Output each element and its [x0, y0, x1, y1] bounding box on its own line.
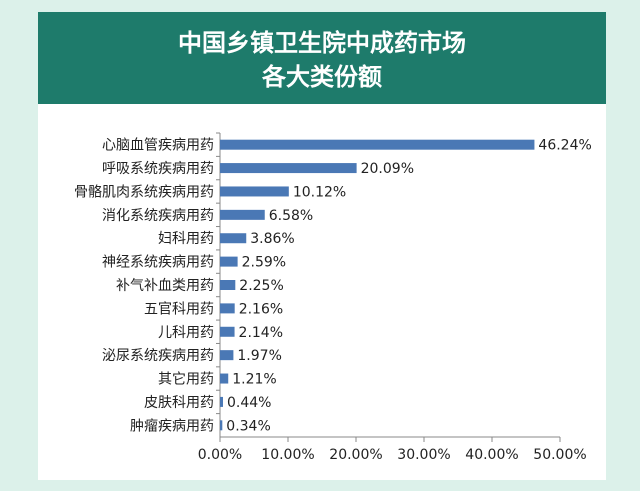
y-tick-label: 骨骼肌肉系统疾病用药: [74, 184, 214, 200]
value-label: 46.24%: [538, 138, 591, 154]
bar: [220, 186, 289, 197]
bar: [220, 303, 235, 314]
value-label: 0.34%: [226, 418, 270, 434]
bar: [220, 396, 223, 407]
y-tick-label: 儿科用药: [158, 325, 214, 341]
x-tick-label: 40.00%: [465, 447, 518, 463]
value-label: 1.97%: [237, 348, 281, 364]
bar: [220, 373, 229, 384]
y-tick-label: 肿瘤疾病用药: [130, 417, 214, 434]
x-tick-label: 30.00%: [397, 447, 450, 463]
bar: [220, 420, 223, 431]
x-tick-label: 0.00%: [198, 447, 242, 463]
value-label: 0.44%: [227, 395, 271, 411]
y-tick-label: 其它用药: [158, 371, 214, 388]
value-label: 3.86%: [250, 231, 294, 247]
bar: [220, 256, 238, 267]
value-label: 20.09%: [361, 161, 414, 177]
bar: [220, 163, 357, 174]
value-label: 2.16%: [239, 301, 283, 317]
y-tick-label: 皮肤科用药: [144, 395, 214, 411]
x-tick-label: 20.00%: [329, 447, 382, 463]
x-tick-label: 10.00%: [261, 447, 314, 463]
header-band: [38, 12, 606, 104]
chart-subtitle: 各大类份额: [261, 63, 382, 91]
value-label: 1.21%: [232, 372, 276, 388]
y-tick-label: 神经系统疾病用药: [102, 255, 214, 271]
value-label: 2.59%: [242, 255, 286, 271]
value-label: 10.12%: [293, 184, 346, 200]
bar: [220, 139, 535, 150]
value-label: 2.14%: [239, 325, 283, 341]
y-tick-label: 泌尿系统疾病用药: [102, 348, 214, 364]
bar: [220, 280, 236, 290]
y-tick-label: 妇科用药: [158, 230, 214, 247]
bar: [220, 233, 247, 244]
y-tick-label: 呼吸系统疾病用药: [102, 161, 214, 177]
bar: [220, 350, 234, 361]
value-label: 2.25%: [239, 278, 283, 294]
bar: [220, 326, 235, 337]
x-tick-label: 50.00%: [533, 447, 586, 463]
value-label: 6.58%: [269, 208, 313, 224]
y-tick-label: 心脑血管疾病用药: [102, 138, 214, 154]
chart-title: 中国乡镇卫生院中成药市场: [178, 29, 466, 57]
y-tick-label: 补气补血类用药: [116, 278, 214, 294]
y-tick-label: 五官科用药: [144, 301, 214, 317]
bar: [220, 209, 265, 220]
y-tick-label: 消化系统疾病用药: [102, 208, 214, 224]
